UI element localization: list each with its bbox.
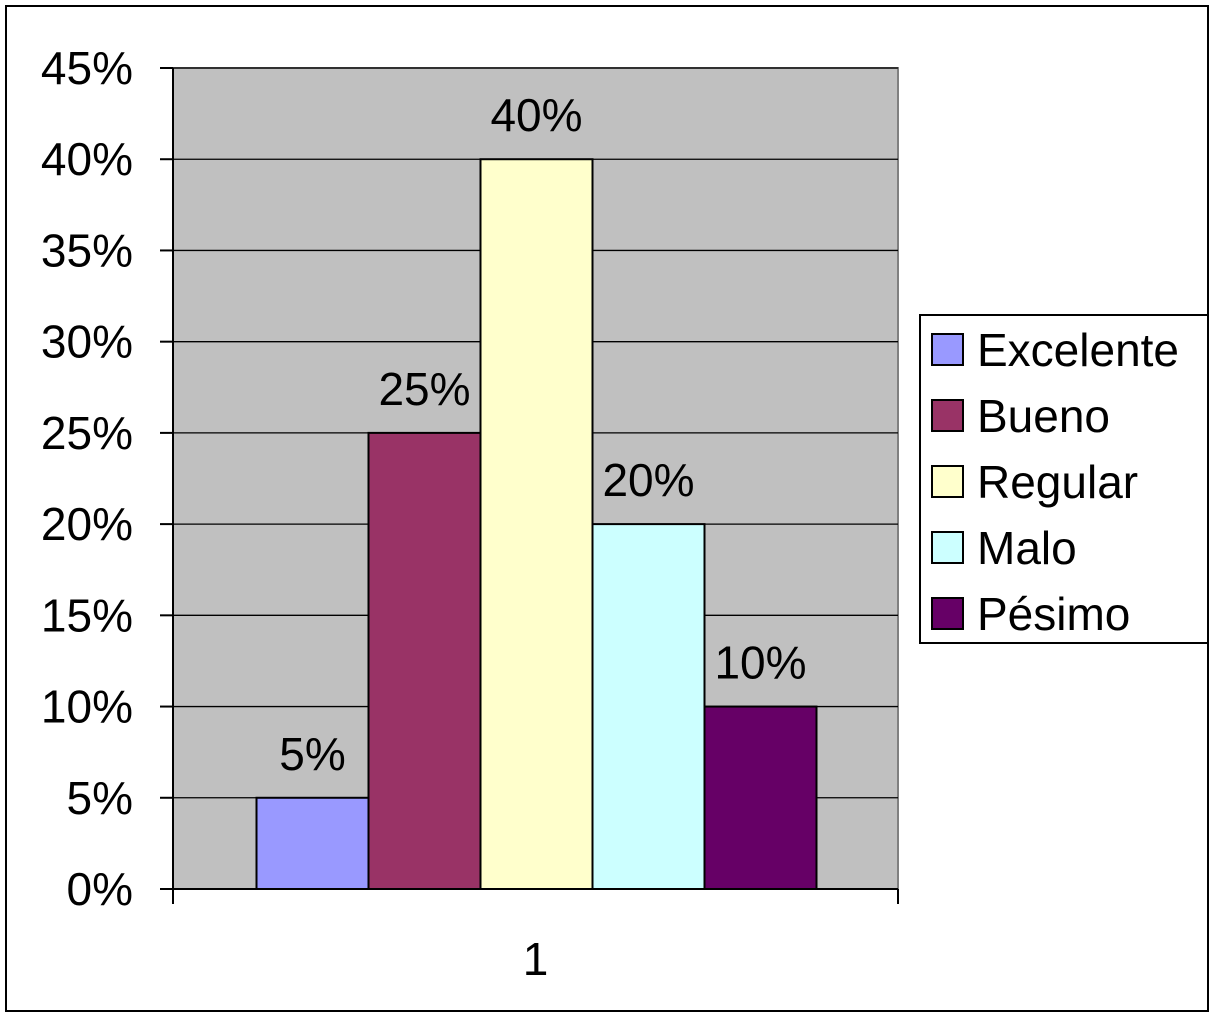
bar-malo: [591, 523, 706, 890]
legend-swatch: [931, 399, 964, 432]
legend-label: Pésimo: [977, 588, 1130, 640]
legend-label: Regular: [977, 456, 1138, 508]
bar-bueno: [367, 431, 482, 890]
data-label: 5%: [279, 728, 345, 780]
data-label: 25%: [378, 363, 470, 415]
y-tick-label: 5%: [67, 772, 133, 824]
legend-swatch: [931, 597, 964, 630]
legend: Excelente Bueno Regular Malo Pésimo: [919, 314, 1209, 644]
bars: [255, 158, 818, 890]
bar-pesimo: [703, 705, 818, 890]
legend-swatch: [931, 465, 964, 498]
y-tick-label: 10%: [41, 681, 133, 733]
y-tick-label: 20%: [41, 498, 133, 550]
data-labels: 5% 25% 40% 20% 10%: [279, 89, 806, 780]
legend-label: Malo: [977, 522, 1077, 574]
y-tick-label: 0%: [67, 863, 133, 915]
y-tick-label: 45%: [41, 42, 133, 94]
data-label: 10%: [714, 637, 806, 689]
data-label: 40%: [490, 89, 582, 141]
y-tick-label: 35%: [41, 224, 133, 276]
legend-swatch: [931, 333, 964, 366]
legend-box: [919, 314, 1209, 644]
y-axis: 0% 5% 10% 15% 20% 25% 30% 35% 40% 45%: [41, 42, 174, 915]
y-tick-label: 40%: [41, 133, 133, 185]
x-axis: 1: [172, 888, 899, 985]
y-tick-label: 15%: [41, 589, 133, 641]
bar-regular: [479, 158, 594, 890]
y-tick-label: 30%: [41, 316, 133, 368]
legend-swatch: [931, 531, 964, 564]
y-tick-label: 25%: [41, 407, 133, 459]
legend-label: Bueno: [977, 390, 1110, 442]
x-tick-label: 1: [523, 933, 549, 985]
data-label: 20%: [602, 454, 694, 506]
bar-excelente: [255, 796, 370, 890]
legend-label: Excelente: [977, 324, 1179, 376]
